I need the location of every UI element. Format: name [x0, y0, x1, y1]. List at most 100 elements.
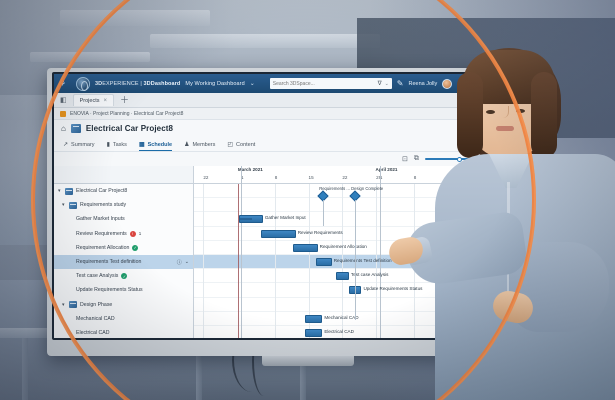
- chevron-down-icon[interactable]: ⌄: [481, 125, 488, 133]
- desk-leg: [196, 338, 202, 400]
- task-label: Gather Market Inputs: [76, 216, 125, 223]
- gantt-bar[interactable]: Electrical CAD: [305, 329, 354, 337]
- tab-members-label: Members: [192, 141, 216, 148]
- tab-projects[interactable]: Projects ×: [72, 94, 115, 106]
- pin-icon[interactable]: ✦: [484, 111, 490, 117]
- close-icon[interactable]: ×: [103, 97, 108, 104]
- chevron-down-icon[interactable]: ⌄: [495, 111, 501, 117]
- desk-leg: [22, 338, 28, 400]
- task-row[interactable]: Update Requirements Status: [54, 283, 193, 297]
- breadcrumb: ENOVIA · Project Planning · Electrical C…: [54, 108, 507, 120]
- screen-content: ⚘ 3DEXPERIENCE | 3DDashboard My Working …: [54, 74, 507, 338]
- pencil-edit-icon[interactable]: ✎: [494, 125, 500, 133]
- search-pen-icon[interactable]: ✎: [396, 78, 404, 88]
- tasks-icon: ▮: [106, 142, 110, 148]
- tab-tasks[interactable]: ▮ Tasks: [107, 141, 127, 151]
- task-tree-root[interactable]: ▾ Electrical Car Project8: [54, 184, 193, 198]
- task-row[interactable]: Requirements Test definition ⓘ ⌄: [54, 254, 193, 270]
- add-task-icon[interactable]: ＋: [491, 156, 498, 163]
- task-row[interactable]: Gather Market Inputs: [54, 212, 193, 226]
- task-group-row[interactable]: ▾ Requirements study: [54, 198, 193, 212]
- tab-content[interactable]: ◰ Content: [227, 141, 255, 151]
- task-tree: ▾ Electrical Car Project8 ▾ Requirements st…: [54, 166, 194, 338]
- minimize-icon[interactable]: −: [475, 110, 479, 117]
- tab-schedule-label: Schedule: [147, 141, 173, 148]
- project-folder-icon: [69, 301, 77, 309]
- chevron-down-icon[interactable]: ⌄: [249, 81, 255, 87]
- task-group-row[interactable]: ▾ Design Phase: [54, 298, 193, 312]
- timeline-gridline: [413, 184, 415, 338]
- vertical-scrollbar[interactable]: [503, 184, 507, 338]
- status-badge-ok[interactable]: ✓: [132, 244, 139, 251]
- gantt-bar[interactable]: Requirements Test definition: [316, 258, 392, 266]
- task-row[interactable]: Requirement Allocation ✓: [54, 241, 193, 255]
- breadcrumb-actions: − ✦ ⌄: [475, 110, 501, 118]
- monitor-bezel: ⚘ 3DEXPERIENCE | 3DDashboard My Working …: [52, 72, 509, 340]
- brand-app-prefix: 3D: [143, 80, 151, 87]
- timeline-gridline: [497, 184, 499, 338]
- task-label: Electrical CAD: [76, 329, 110, 336]
- chevron-down-icon[interactable]: ▾: [62, 202, 65, 209]
- chevron-down-icon[interactable]: ▾: [58, 188, 61, 195]
- user-name-label: Reena Jolly: [408, 80, 438, 87]
- compass-icon[interactable]: [76, 76, 90, 91]
- timeline-gridline: [447, 184, 449, 338]
- row-actions[interactable]: ⓘ ⌄: [177, 259, 193, 266]
- timeline-day-label: 1: [240, 175, 244, 180]
- add-tab-icon[interactable]: ＋: [120, 94, 130, 105]
- project-folder-icon: [65, 187, 73, 195]
- content-icon: ◰: [227, 142, 234, 148]
- tab-members[interactable]: ♟ Members: [184, 141, 215, 151]
- export-image-icon[interactable]: ⊡: [402, 156, 408, 163]
- milestone-stem: [323, 200, 325, 226]
- task-label: Review Requirements: [76, 230, 127, 237]
- chevron-down-icon[interactable]: ▾: [62, 301, 65, 308]
- gantt-bar[interactable]: Gather Market Input: [239, 215, 306, 224]
- gantt-bar-label: Test case Analysis: [350, 272, 389, 278]
- visibility-icon[interactable]: ◉: [478, 156, 485, 163]
- timeline-gridline: [472, 184, 474, 338]
- gantt-bar-label: Mechanical CAD: [324, 314, 359, 320]
- timeline-day-label: 8: [413, 175, 417, 180]
- fit-view-icon[interactable]: ⧉: [413, 155, 419, 162]
- avatar[interactable]: [442, 78, 453, 89]
- project-folder-icon: [69, 201, 77, 209]
- search-input[interactable]: [272, 80, 375, 87]
- task-row[interactable]: Electrical CAD: [54, 326, 193, 338]
- breadcrumb-text[interactable]: ENOVIA · Project Planning · Electrical C…: [70, 110, 184, 117]
- brand-name: EXPERIENCE: [102, 80, 139, 87]
- task-label: Requirements study: [80, 202, 127, 209]
- zoom-slider-knob[interactable]: [456, 156, 462, 162]
- gantt-bar-label: Update Requirements Status: [363, 286, 423, 292]
- search-box[interactable]: ∇ ⌄: [269, 78, 392, 89]
- add-icon[interactable]: ＋: [467, 78, 476, 88]
- share-icon[interactable]: ⋖: [491, 78, 499, 88]
- tab-summary[interactable]: ↗ Summary: [63, 141, 95, 151]
- side-panel-toggle-icon[interactable]: ◧: [60, 97, 67, 104]
- filter-funnel-icon[interactable]: ∇: [377, 81, 382, 87]
- tab-schedule[interactable]: ▦ Schedule: [138, 141, 173, 151]
- task-row[interactable]: Review Requirements! 1: [54, 227, 193, 241]
- tab-tasks-label: Tasks: [112, 141, 127, 148]
- gantt-grid-row: [194, 269, 507, 284]
- chevron-down-icon[interactable]: ⌄: [384, 80, 389, 87]
- status-badge-alert[interactable]: !: [129, 230, 136, 237]
- status-badge-ok[interactable]: ✓: [121, 273, 128, 280]
- timeline-day-label: 8: [274, 175, 278, 180]
- info-icon[interactable]: ⓘ: [176, 259, 182, 266]
- task-row[interactable]: Test case Analysis ✓: [54, 269, 193, 283]
- home-icon[interactable]: ⌂: [61, 124, 66, 133]
- gantt-timeline[interactable]: March 2021 April 2021 22 1 8 15 22 29 1 8 15 22 29 …: [194, 166, 507, 338]
- collaborate-icon[interactable]: ⚘: [504, 79, 508, 88]
- gantt-bar[interactable]: Requirement Allocation: [292, 243, 367, 252]
- gantt-bar[interactable]: Mechanical CAD: [305, 314, 359, 323]
- timeline-month-label: March 2021: [237, 167, 263, 172]
- task-row[interactable]: Mechanical CAD: [54, 312, 193, 326]
- dashboard-name[interactable]: My Working Dashboard: [185, 80, 245, 87]
- gantt-bar[interactable]: Test case Analysis: [336, 272, 388, 281]
- edit-icon[interactable]: ✎: [480, 78, 487, 88]
- gantt-bar[interactable]: Review Requirements: [261, 229, 343, 238]
- zoom-slider[interactable]: [424, 155, 473, 163]
- notification-icon[interactable]: ◔: [457, 78, 463, 88]
- chevron-down-icon[interactable]: ⌄: [184, 258, 189, 265]
